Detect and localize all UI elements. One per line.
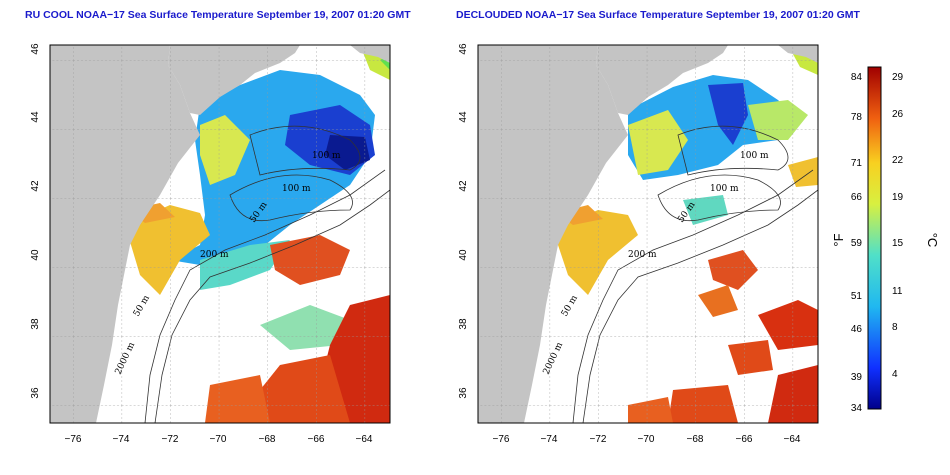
colorbar-gradient (867, 66, 882, 410)
y-tick-label: 36 (458, 387, 469, 399)
y-tick-label: 46 (30, 43, 41, 55)
f-tick-label: 59 (851, 238, 863, 249)
right-map-title: DECLOUDED NOAA−17 Sea Surface Temperatur… (456, 9, 860, 21)
f-tick-label: 34 (851, 403, 863, 414)
colorbar-c-label: °C (925, 233, 940, 248)
y-tick-label: 40 (458, 249, 469, 261)
x-tick-label: −66 (308, 434, 325, 445)
colorbar-f-ticks: 84 78 71 66 59 51 46 39 34 (851, 72, 863, 414)
x-tick-label: −76 (65, 434, 82, 445)
left-contour-label: 100 m (282, 184, 311, 194)
y-tick-label: 38 (458, 318, 469, 330)
colorbar-c-ticks: 29 26 22 19 15 11 8 4 (892, 72, 904, 380)
y-tick-label: 44 (458, 111, 469, 123)
x-tick-label: −68 (259, 434, 276, 445)
y-tick-label: 42 (30, 180, 41, 192)
f-tick-label: 46 (851, 324, 863, 335)
c-tick-label: 15 (892, 238, 904, 249)
y-tick-label: 40 (30, 249, 41, 261)
left-y-axis: 36 38 40 42 44 46 (30, 43, 41, 399)
c-tick-label: 4 (892, 369, 898, 380)
y-tick-label: 36 (30, 387, 41, 399)
c-tick-label: 29 (892, 72, 904, 83)
y-tick-label: 46 (458, 43, 469, 55)
right-contour-label: 100 m (710, 184, 739, 194)
f-tick-label: 51 (851, 291, 863, 302)
f-tick-label: 78 (851, 112, 863, 123)
f-tick-label: 71 (851, 158, 863, 169)
left-map-title: RU COOL NOAA−17 Sea Surface Temperature … (25, 9, 411, 21)
right-x-axis: −76 −74 −72 −70 −68 −66 −64 (493, 434, 801, 445)
x-tick-label: −64 (784, 434, 801, 445)
x-tick-label: −70 (210, 434, 227, 445)
f-tick-label: 66 (851, 192, 863, 203)
c-tick-label: 11 (892, 286, 903, 297)
right-contour-label: 100 m (740, 151, 769, 161)
f-tick-label: 39 (851, 372, 863, 383)
y-tick-label: 42 (458, 180, 469, 192)
right-map: 100 m 100 m 50 m 200 m 50 m 2000 m −76 −… (458, 43, 819, 445)
left-x-axis: −76 −74 −72 −70 −68 −66 −64 (65, 434, 373, 445)
colorbar-f-label: °F (831, 233, 846, 246)
c-tick-label: 8 (892, 322, 898, 333)
x-tick-label: −68 (687, 434, 704, 445)
x-tick-label: −72 (162, 434, 179, 445)
c-tick-label: 26 (892, 109, 904, 120)
left-plot-frame (49, 44, 391, 424)
left-contour-label: 100 m (312, 151, 341, 161)
x-tick-label: −76 (493, 434, 510, 445)
x-tick-label: −66 (736, 434, 753, 445)
colorbar: 84 78 71 66 59 51 46 39 34 29 26 22 19 1… (831, 66, 940, 414)
y-tick-label: 38 (30, 318, 41, 330)
left-map: 100 m 100 m 50 m 200 m 50 m 2000 m −76 −… (30, 43, 391, 445)
f-tick-label: 84 (851, 72, 863, 83)
right-plot-frame (477, 44, 819, 424)
c-tick-label: 22 (892, 155, 904, 166)
x-tick-label: −72 (590, 434, 607, 445)
left-contour-label: 200 m (200, 250, 229, 260)
right-contour-label: 200 m (628, 250, 657, 260)
x-tick-label: −64 (356, 434, 373, 445)
x-tick-label: −74 (113, 434, 130, 445)
right-y-axis: 36 38 40 42 44 46 (458, 43, 469, 399)
c-tick-label: 19 (892, 192, 904, 203)
y-tick-label: 44 (30, 111, 41, 123)
x-tick-label: −74 (541, 434, 558, 445)
x-tick-label: −70 (638, 434, 655, 445)
